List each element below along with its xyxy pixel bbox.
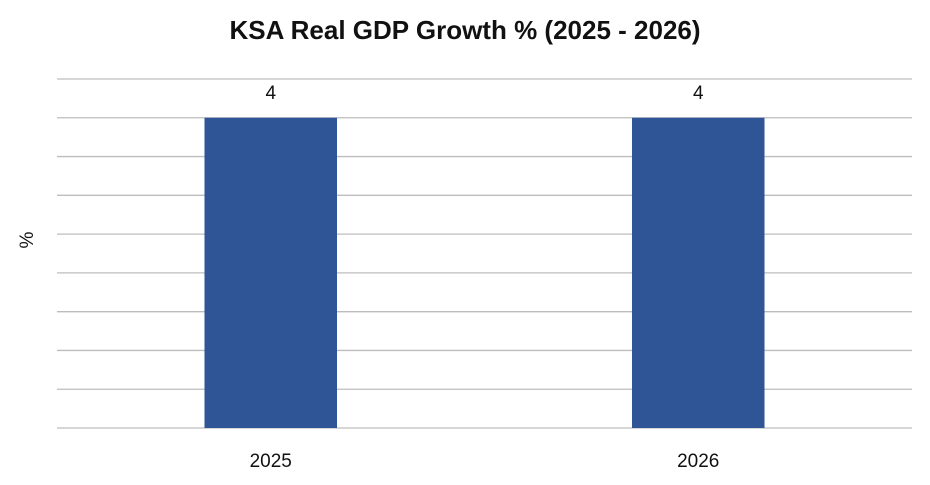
- data-label: 4: [265, 83, 276, 104]
- y-axis-label: %: [17, 231, 38, 248]
- x-tick-label: 2026: [677, 451, 719, 472]
- data-label: 4: [693, 83, 704, 104]
- bar: [631, 117, 765, 429]
- bar: [204, 117, 338, 429]
- chart-title: KSA Real GDP Growth % (2025 - 2026): [229, 15, 700, 45]
- x-tick-label: 2025: [250, 451, 292, 472]
